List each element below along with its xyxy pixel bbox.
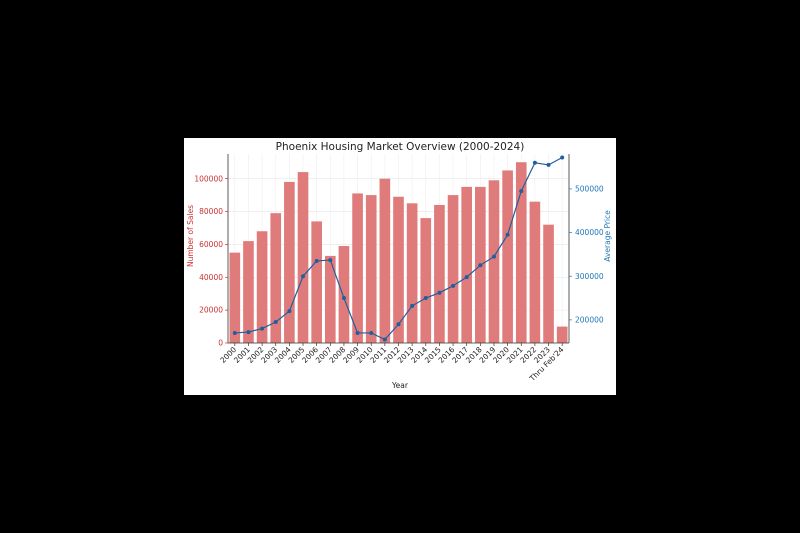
y2-tick-label: 300000 [575,272,604,281]
price-point [464,275,469,280]
x-axis-label: Year [391,381,409,390]
price-point [396,322,401,327]
bar [543,224,554,343]
y2-tick-label: 500000 [575,185,604,194]
y-tick-label: 100000 [194,174,223,183]
price-point [341,296,346,301]
price-point [532,160,537,165]
bar [461,186,473,343]
bar [270,213,282,343]
price-point [369,330,374,335]
chart-title: Phoenix Housing Market Overview (2000-20… [276,141,525,153]
price-point [328,258,333,263]
bar [393,196,404,343]
chart-card: Phoenix Housing Market Overview (2000-20… [184,138,616,395]
price-point [546,162,551,167]
bar [529,201,541,343]
price-point [519,189,524,194]
price-point [287,309,292,314]
price-point [355,330,360,335]
price-point [232,330,237,335]
y2-axis-label: Average Price [603,210,612,262]
bar [379,178,391,343]
bar [284,181,295,343]
bar [311,221,322,343]
y-tick-label: 0 [218,339,223,348]
bar [406,203,418,343]
bar [556,326,568,343]
price-point [260,326,265,331]
bar [243,241,254,343]
price-point [314,258,319,263]
price-point [301,274,306,279]
bar [324,255,336,343]
bar [256,231,268,343]
price-point [382,337,387,342]
price-point [491,254,496,259]
price-point [560,155,565,160]
bar [502,170,513,343]
y-tick-label: 20000 [199,306,223,315]
y-axis-label: Number of Sales [186,205,195,267]
bar [229,252,241,343]
bar [420,218,432,343]
price-point [423,296,428,301]
bar [352,193,363,343]
bar [515,162,527,343]
axes [225,154,572,346]
y2-tick-label: 400000 [575,228,604,237]
price-point [451,283,456,288]
bar [488,180,500,343]
price-point [478,263,483,268]
y2-tick-label: 200000 [575,315,604,324]
price-point [505,232,510,237]
price-point [410,303,415,308]
price-point [437,290,442,295]
bar [365,195,377,343]
bar [447,195,459,343]
chart: Phoenix Housing Market Overview (2000-20… [186,141,612,390]
price-point [273,320,278,325]
price-point [246,330,251,335]
y-tick-label: 40000 [199,273,223,282]
bar [297,172,309,343]
line-series [232,155,565,342]
bar [338,246,350,343]
y-tick-label: 80000 [199,207,223,216]
y-tick-label: 60000 [199,240,223,249]
bar [434,204,445,343]
